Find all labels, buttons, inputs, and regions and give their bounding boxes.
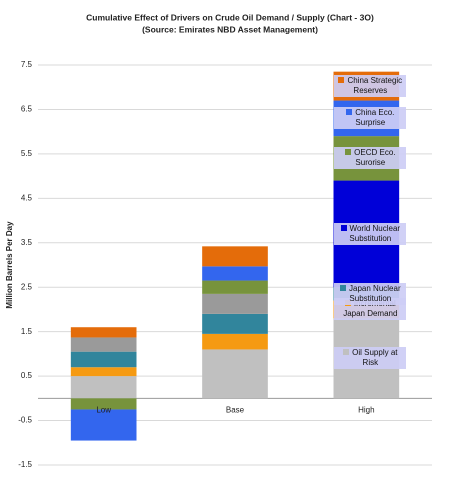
y-tick-label: 5.5 xyxy=(21,149,33,158)
legend-marker xyxy=(345,149,352,156)
bar-segment xyxy=(70,367,137,377)
legend-text: OECD Eco. Surorise xyxy=(354,148,396,168)
y-tick-label: 3.5 xyxy=(21,238,33,247)
bar-segment xyxy=(70,351,137,368)
legend-text: Oil Supply at Risk xyxy=(352,348,398,368)
legend-entry: OECD Eco. Surorise xyxy=(334,147,407,170)
legend-marker xyxy=(343,349,350,356)
x-tick-label: Low xyxy=(96,405,111,414)
bar-segment xyxy=(70,398,137,410)
y-tick-label: 6.5 xyxy=(21,105,33,114)
legend-marker xyxy=(346,109,353,116)
x-tick-label: Base xyxy=(226,405,245,414)
legend-entry: Oil Supply at Risk xyxy=(334,347,407,370)
bar-segment xyxy=(70,376,137,399)
legend-entry: Japan Nuclear Substitution xyxy=(334,282,407,305)
bar-segment xyxy=(202,280,268,294)
bar-segment xyxy=(202,246,268,267)
legend-entry: World Nuclear Substitution xyxy=(334,222,407,245)
legend-text: China Eco. Surprise xyxy=(355,108,395,128)
y-tick-label: -0.5 xyxy=(18,416,32,425)
bar-segment xyxy=(70,409,137,441)
legend-text: China Strategic Reserves xyxy=(347,76,403,96)
x-tick-label: High xyxy=(358,405,374,414)
y-tick-label: 7.5 xyxy=(21,60,33,69)
bar-segment xyxy=(202,333,268,350)
y-tick-label: 1.5 xyxy=(21,327,33,336)
bar-segment xyxy=(202,266,268,281)
bar-segment xyxy=(70,337,137,352)
y-tick-label: -1.5 xyxy=(18,460,32,469)
y-tick-label: 4.5 xyxy=(21,193,33,202)
legend-text: Japan Nuclear Substitution xyxy=(349,283,401,303)
bar-segment xyxy=(202,293,268,314)
bar-segment xyxy=(202,349,268,399)
chart-subtitle: (Source: Emirates NBD Asset Management) xyxy=(142,24,318,34)
legend-marker xyxy=(340,284,347,291)
bar-segment xyxy=(202,313,268,334)
legend-entry: China Eco. Surprise xyxy=(334,107,407,130)
legend-entry: China Strategic Reserves xyxy=(334,75,407,98)
legend-marker xyxy=(338,77,345,84)
y-axis-label: Million Barrels Per Day xyxy=(5,221,14,309)
chart-title: Cumulative Effect of Drivers on Crude Oi… xyxy=(86,12,374,22)
legend-text: World Nuclear Substitution xyxy=(349,223,401,243)
y-tick-label: 2.5 xyxy=(21,282,33,291)
y-tick-label: 0.5 xyxy=(21,371,33,380)
bar-segment xyxy=(70,327,137,338)
legend-marker xyxy=(340,224,347,231)
